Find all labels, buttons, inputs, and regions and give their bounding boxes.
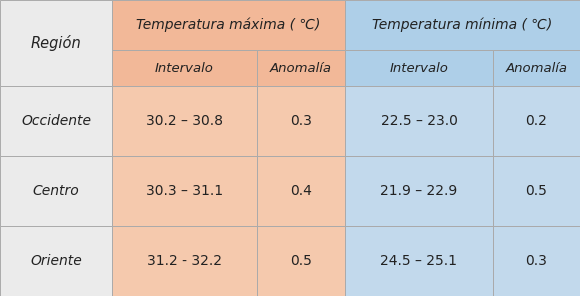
Text: Oriente: Oriente (30, 254, 82, 268)
Text: 0.3: 0.3 (525, 254, 548, 268)
Bar (493, 156, 580, 226)
Bar (493, 226, 580, 296)
Text: 0.5: 0.5 (290, 254, 312, 268)
Text: 24.5 – 25.1: 24.5 – 25.1 (380, 254, 458, 268)
Bar (257, 156, 345, 226)
Text: 21.9 – 22.9: 21.9 – 22.9 (380, 184, 458, 198)
Bar (112, 0, 345, 50)
Text: 31.2 - 32.2: 31.2 - 32.2 (147, 254, 222, 268)
Bar (493, 86, 580, 156)
Bar (345, 50, 493, 86)
Bar (345, 0, 580, 50)
Text: Temperatura máxima ( ℃): Temperatura máxima ( ℃) (136, 18, 321, 32)
Bar (0, 86, 112, 156)
Text: 0.3: 0.3 (290, 114, 312, 128)
Text: 0.4: 0.4 (290, 184, 312, 198)
Bar (112, 226, 257, 296)
Bar (493, 50, 580, 86)
Text: Intervalo: Intervalo (155, 62, 214, 75)
Bar (112, 50, 257, 86)
Text: 30.2 – 30.8: 30.2 – 30.8 (146, 114, 223, 128)
Bar (345, 86, 493, 156)
Bar (345, 226, 493, 296)
Text: Centro: Centro (32, 184, 79, 198)
Text: Región: Región (31, 35, 81, 51)
Bar (0, 0, 112, 86)
Bar (112, 86, 257, 156)
Bar (257, 86, 345, 156)
Text: Anomalía: Anomalía (506, 62, 567, 75)
Text: Intervalo: Intervalo (390, 62, 448, 75)
Text: 0.5: 0.5 (525, 184, 548, 198)
Bar (257, 50, 345, 86)
Text: Occidente: Occidente (21, 114, 91, 128)
Bar (0, 226, 112, 296)
Text: 30.3 – 31.1: 30.3 – 31.1 (146, 184, 223, 198)
Bar (0, 156, 112, 226)
Text: 0.2: 0.2 (525, 114, 548, 128)
Bar (345, 156, 493, 226)
Bar (257, 226, 345, 296)
Bar (112, 156, 257, 226)
Text: 22.5 – 23.0: 22.5 – 23.0 (380, 114, 458, 128)
Text: Temperatura mínima ( ℃): Temperatura mínima ( ℃) (372, 18, 553, 32)
Text: Anomalía: Anomalía (270, 62, 332, 75)
